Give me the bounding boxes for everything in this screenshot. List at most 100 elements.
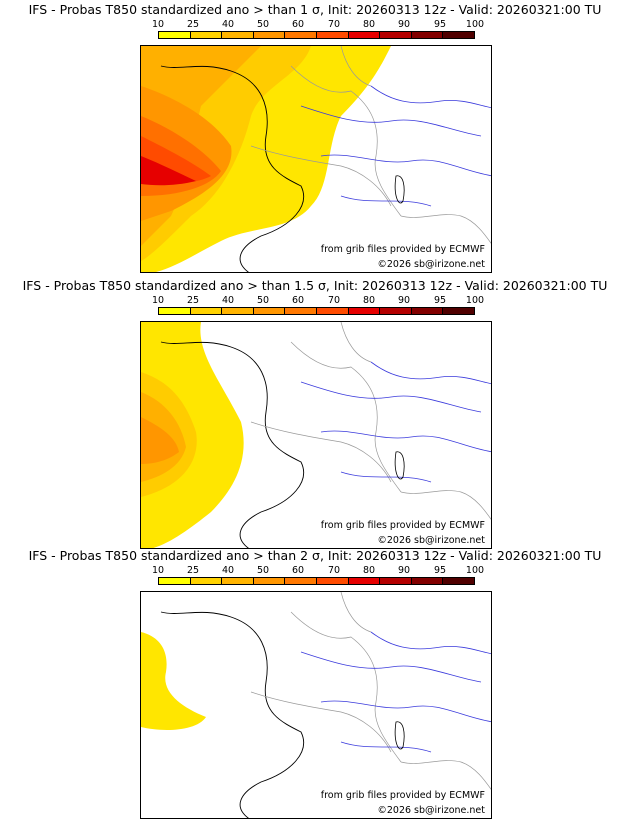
colorbar-tick-label: 70 [327,565,341,576]
river-line [340,741,432,753]
border-line [250,691,392,753]
border-line [250,421,392,483]
colorbar-segment [222,308,254,314]
panel-title: IFS - Probas T850 standardized ano > tha… [28,2,602,17]
border-line [250,145,392,207]
copyright-credit: ©2026 sb@irizone.net [377,535,485,546]
source-credit: from grib files provided by ECMWF [320,520,485,531]
probability-area [141,417,179,464]
river-line [320,430,491,453]
river-line [340,195,432,207]
border-line [290,611,402,763]
colorbar [158,307,475,315]
colorbar-segment [253,32,286,38]
source-credit: from grib files provided by ECMWF [320,244,485,255]
river-line [300,381,482,413]
colorbar-tick-label: 80 [362,565,376,576]
colorbar-tick-label: 100 [465,19,485,30]
colorbar-tick-label: 95 [433,565,447,576]
colorbar-segment [190,308,223,314]
probability-map: from grib files provided by ECMWF ©2026 … [140,591,492,819]
map-canvas [141,46,491,272]
colorbar-segment [348,578,381,584]
border-line [340,592,372,633]
coastline [160,611,305,818]
colorbar-tick-label: 70 [327,19,341,30]
panel-title: IFS - Probas T850 standardized ano > tha… [28,548,602,563]
colorbar-tick-label: 25 [186,565,200,576]
river-line [320,154,491,177]
island-outline [394,721,405,750]
colorbar-tick-label: 70 [327,295,341,306]
island-outline [394,451,405,480]
colorbar-segment [222,32,254,38]
colorbar-segment [443,578,474,584]
border-line [340,322,372,363]
copyright-credit: ©2026 sb@irizone.net [377,259,485,270]
forecast-panel: IFS - Probas T850 standardized ano > tha… [0,546,630,822]
colorbar-tick-label: 40 [221,295,235,306]
colorbar-segment [159,32,191,38]
island-outline [394,175,405,204]
colorbar-segment [380,32,412,38]
colorbar-segment [411,32,444,38]
river-line [300,651,482,683]
border-line [290,341,402,493]
border-line [400,760,491,790]
colorbar [158,577,475,585]
forecast-panel: IFS - Probas T850 standardized ano > tha… [0,0,630,276]
colorbar-tick-label: 95 [433,295,447,306]
colorbar-tick-label: 100 [465,295,485,306]
colorbar-segment [285,32,317,38]
colorbar-segment [316,32,349,38]
colorbar-tick-label: 90 [397,565,411,576]
river-line [370,631,491,654]
colorbar-tick-label: 40 [221,565,235,576]
colorbar-tick-label: 50 [256,565,270,576]
colorbar-tick-label: 50 [256,295,270,306]
colorbar-tick-label: 80 [362,295,376,306]
colorbar-segment [316,578,349,584]
colorbar-segment [190,578,223,584]
colorbar-tick-label: 60 [291,565,305,576]
probability-map: from grib files provided by ECMWF ©2026 … [140,45,492,273]
colorbar-tick-label: 100 [465,565,485,576]
probability-area [141,156,196,186]
colorbar-tick-label: 95 [433,19,447,30]
colorbar-segment [159,578,191,584]
colorbar [158,31,475,39]
colorbar-segment [253,578,286,584]
panel-title: IFS - Probas T850 standardized ano > tha… [22,278,608,293]
coastline [160,341,305,548]
colorbar-segment [348,308,381,314]
colorbar-segment [348,32,381,38]
colorbar-segment [380,578,412,584]
colorbar-segment [222,578,254,584]
river-line [370,361,491,384]
source-credit: from grib files provided by ECMWF [320,790,485,801]
border-line [400,214,491,244]
colorbar-tick-label: 60 [291,19,305,30]
river-line [340,471,432,483]
colorbar-segment [285,308,317,314]
probability-map: from grib files provided by ECMWF ©2026 … [140,321,492,549]
river-line [370,85,491,108]
colorbar-tick-label: 10 [151,295,165,306]
colorbar-segment [190,32,223,38]
border-line [340,46,372,87]
border-line [400,490,491,520]
river-line [320,700,491,723]
colorbar-tick-label: 10 [151,565,165,576]
colorbar-tick-label: 10 [151,19,165,30]
map-canvas [141,322,491,548]
colorbar-tick-label: 50 [256,19,270,30]
colorbar-tick-label: 40 [221,19,235,30]
border-line [290,65,402,217]
colorbar-segment [380,308,412,314]
colorbar-tick-label: 60 [291,295,305,306]
colorbar-tick-label: 80 [362,19,376,30]
colorbar-tick-label: 90 [397,19,411,30]
colorbar-segment [285,578,317,584]
copyright-credit: ©2026 sb@irizone.net [377,805,485,816]
river-line [300,105,482,137]
